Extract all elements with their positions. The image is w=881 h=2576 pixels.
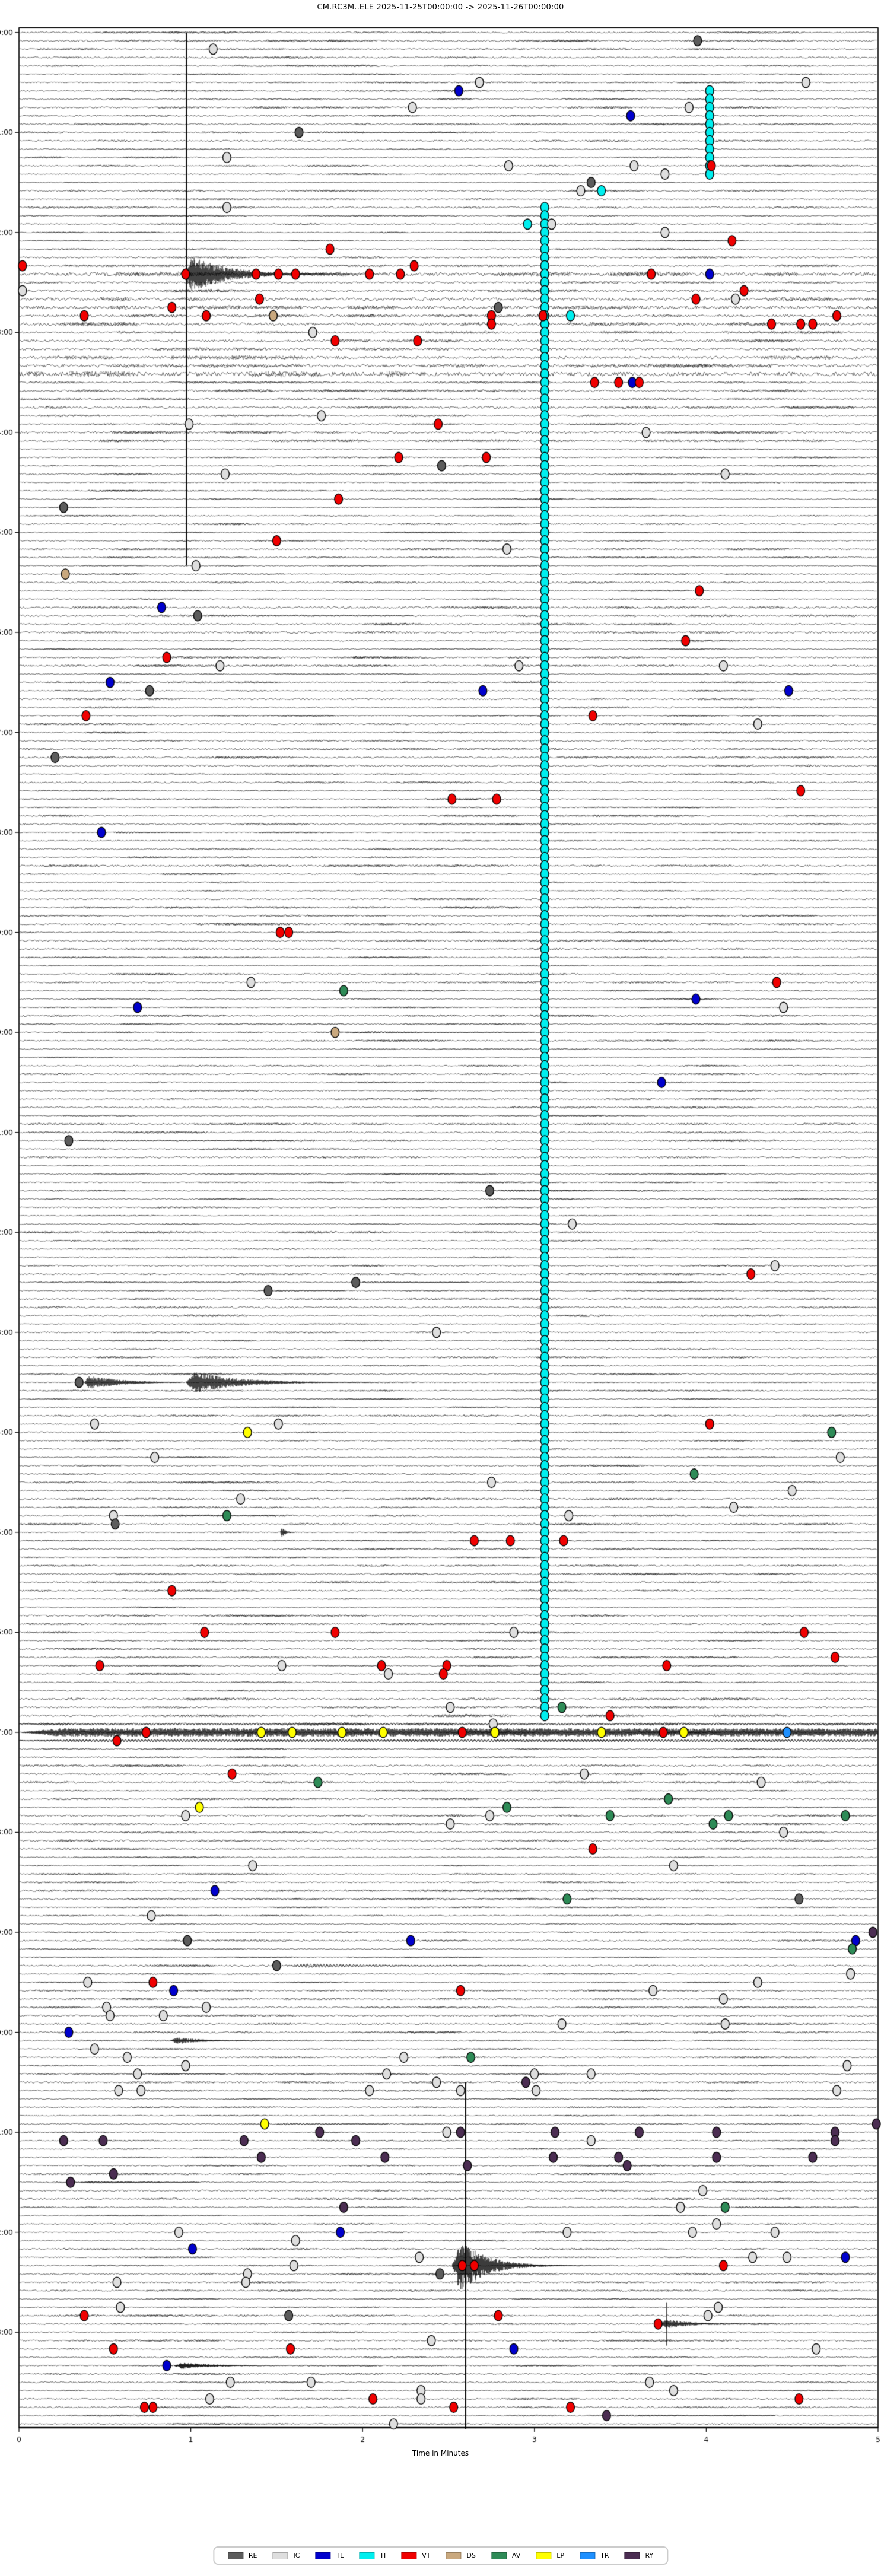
legend-label: DS (466, 2552, 476, 2559)
legend-label: TR (600, 2552, 609, 2559)
legend-label: TL (336, 2552, 344, 2559)
legend-swatch-AV (491, 2552, 507, 2559)
legend-item-LP: LP (536, 2552, 564, 2559)
legend-item-IC: IC (272, 2552, 300, 2559)
legend-swatch-RE (227, 2552, 243, 2559)
legend-item-TI: TI (359, 2552, 386, 2559)
x-axis-label: Time in Minutes (412, 2449, 469, 2457)
legend-label: LP (556, 2552, 565, 2559)
legend-item-RY: RY (624, 2552, 653, 2559)
legend-label: TI (380, 2552, 386, 2559)
legend-item-TR: TR (580, 2552, 609, 2559)
legend-item-RE: RE (227, 2552, 257, 2559)
legend-label: IC (293, 2552, 300, 2559)
legend-label: VT (422, 2552, 431, 2559)
legend-swatch-VT (401, 2552, 417, 2559)
legend-item-VT: VT (401, 2552, 430, 2559)
legend-swatch-TI (359, 2552, 375, 2559)
legend-swatch-TR (580, 2552, 596, 2559)
legend-swatch-DS (446, 2552, 462, 2559)
legend-swatch-IC (272, 2552, 288, 2559)
legend-item-TL: TL (315, 2552, 344, 2559)
legend-label: RE (248, 2552, 257, 2559)
legend-swatch-LP (536, 2552, 552, 2559)
legend-item-AV: AV (491, 2552, 520, 2559)
legend-label: AV (511, 2552, 521, 2559)
legend-label: RY (645, 2552, 654, 2559)
legend-swatch-TL (315, 2552, 331, 2559)
legend-item-DS: DS (446, 2552, 476, 2559)
legend-swatch-RY (624, 2552, 640, 2559)
legend: RE IC TL TI VT DS AV LP TR RY (212, 2546, 669, 2565)
